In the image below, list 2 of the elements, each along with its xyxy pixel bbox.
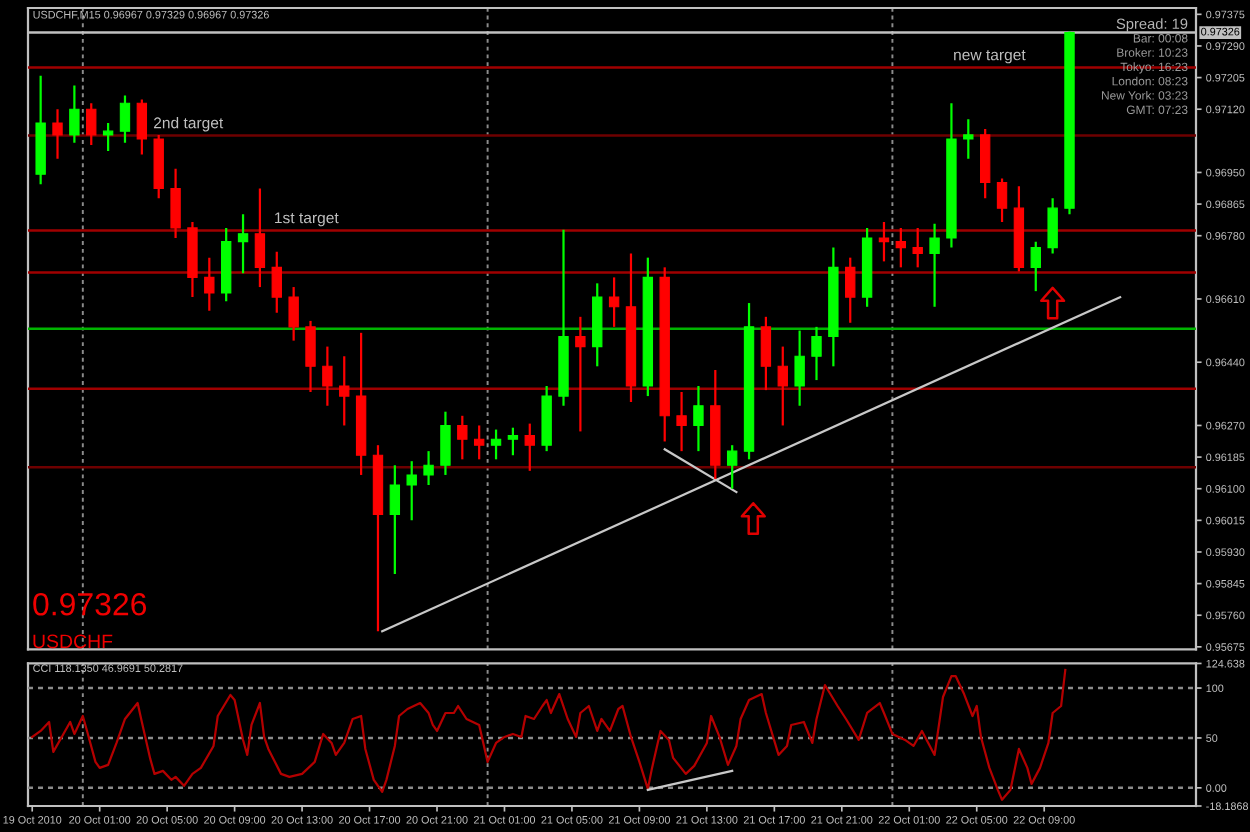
annotation: 0.97326	[33, 592, 147, 616]
annotation: USDCHF	[33, 634, 113, 649]
